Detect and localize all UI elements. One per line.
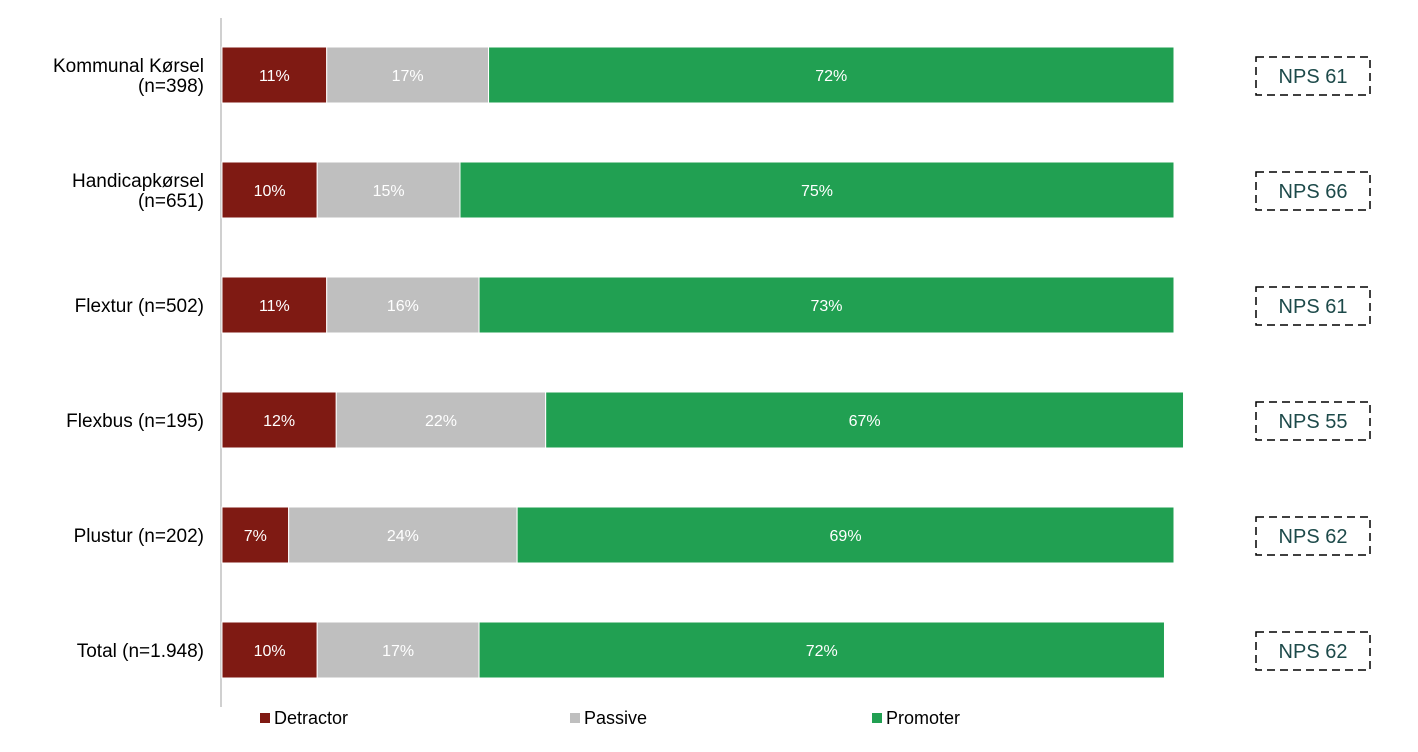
category-label: Handicapkørsel (n=651) — [72, 171, 204, 212]
data-label: 7% — [244, 528, 267, 545]
bar-segment-promoter — [516, 506, 1175, 564]
bar-segment-passive — [316, 621, 480, 679]
nps-annotation-text: NPS 62 — [1279, 526, 1348, 548]
nps-annotation-text: NPS 61 — [1279, 296, 1348, 318]
data-label: 17% — [392, 68, 424, 85]
nps-annotation-box — [1255, 631, 1371, 671]
category-label: Flextur (n=502) — [75, 296, 204, 317]
bar-segment-promoter — [488, 46, 1175, 104]
legend-label-promoter: Promoter — [886, 708, 960, 728]
data-label: 73% — [811, 298, 843, 315]
nps-annotation-text: NPS 55 — [1279, 411, 1348, 433]
data-label: 24% — [387, 528, 419, 545]
nps-annotation-box — [1255, 56, 1371, 96]
data-label: 10% — [254, 643, 286, 660]
category-label: Plustur (n=202) — [74, 526, 204, 547]
data-label: 10% — [254, 183, 286, 200]
data-label: 75% — [801, 183, 833, 200]
nps-annotations-group: NPS 61 NPS 66 NPS 61 NPS 55 NPS 62 NPS 62 — [1255, 56, 1371, 671]
data-label: 12% — [263, 413, 295, 430]
nps-annotation-text: NPS 61 — [1279, 66, 1348, 88]
bar-segment-promoter — [459, 161, 1175, 219]
bar-segment-detractor — [221, 506, 290, 564]
data-label: 15% — [373, 183, 405, 200]
data-label: 72% — [815, 68, 847, 85]
bar-segment-passive — [326, 276, 480, 334]
nps-annotation-box — [1255, 286, 1371, 326]
bar-segment-detractor — [221, 621, 318, 679]
legend: Detractor Passive Promoter — [260, 708, 960, 728]
data-label: 17% — [382, 643, 414, 660]
nps-annotation-box — [1255, 401, 1371, 441]
bar-segment-promoter — [478, 276, 1175, 334]
nps-annotation-text: NPS 62 — [1279, 641, 1348, 663]
nps-annotation-text: NPS 66 — [1279, 181, 1348, 203]
category-label: Total (n=1.948) — [77, 641, 204, 662]
category-labels-group: Kommunal Kørsel (n=398) Handicapkørsel (n=6… — [53, 56, 204, 662]
data-label: 11% — [259, 298, 290, 315]
legend-label-detractor: Detractor — [274, 708, 348, 728]
bars-group: 11% 17% 72% 10% 15% 75% 11% 16% 73% 12% 22% 67% 7% 24… — [221, 46, 1185, 679]
bar-segment-passive — [326, 46, 490, 104]
bar-segment-detractor — [221, 391, 337, 449]
data-label: 69% — [830, 528, 862, 545]
nps-annotation-box — [1255, 516, 1371, 556]
legend-swatch-passive — [570, 713, 580, 723]
data-label: 22% — [425, 413, 457, 430]
data-label: 72% — [806, 643, 838, 660]
legend-swatch-detractor — [260, 713, 270, 723]
bar-segment-passive — [335, 391, 547, 449]
category-label: Flexbus (n=195) — [66, 411, 204, 432]
data-label: 16% — [387, 298, 419, 315]
bar-segment-promoter — [478, 621, 1165, 679]
category-label: Kommunal Kørsel (n=398) — [53, 56, 204, 97]
data-label: 11% — [259, 68, 290, 85]
nps-annotation-box — [1255, 171, 1371, 211]
data-label: 67% — [849, 413, 881, 430]
legend-swatch-promoter — [872, 713, 882, 723]
bar-segment-promoter — [545, 391, 1185, 449]
bar-segment-passive — [288, 506, 518, 564]
legend-label-passive: Passive — [584, 708, 647, 728]
